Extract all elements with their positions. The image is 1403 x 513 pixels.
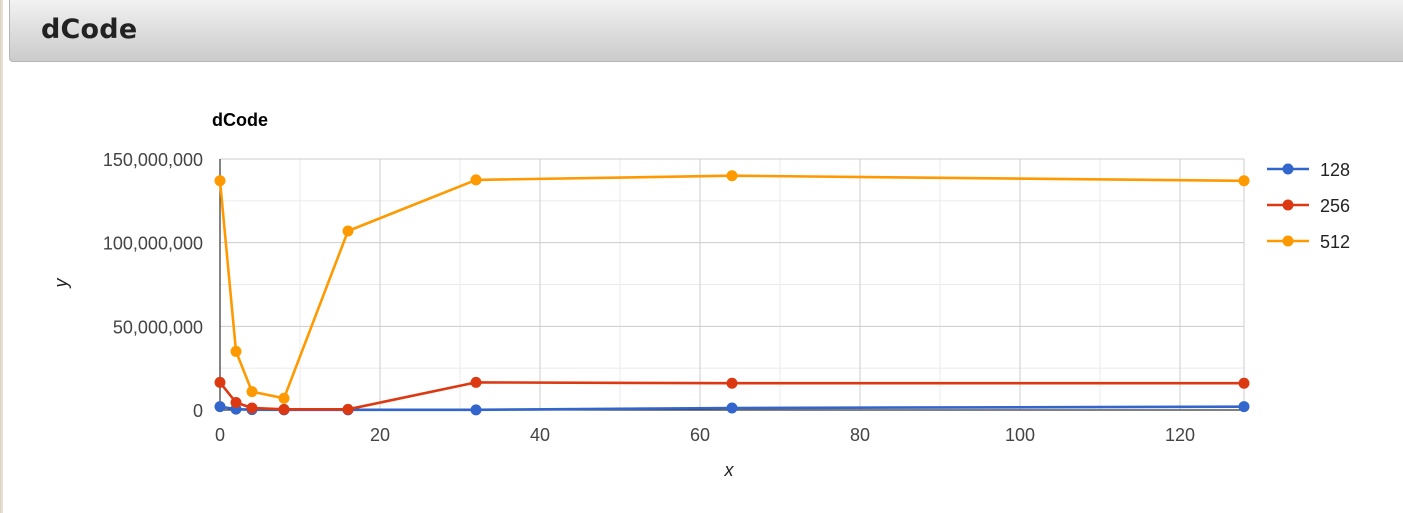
minor-gridlines — [220, 159, 1244, 410]
data-point-128 — [214, 401, 226, 413]
x-tick-label: 20 — [370, 425, 390, 445]
legend-marker-256 — [1282, 199, 1294, 211]
data-point-256 — [278, 403, 290, 415]
y-axis-title: y — [51, 278, 71, 290]
data-point-128 — [470, 404, 482, 416]
window-left-edge — [0, 0, 3, 513]
legend-marker-128 — [1282, 163, 1294, 175]
legend-marker-512 — [1282, 235, 1294, 247]
header-bar: dCode — [9, 0, 1403, 62]
tick-labels: 0 20 40 60 80 100 120 0 50,000,000 100,000,000 150… — [103, 150, 1195, 445]
major-gridlines — [220, 158, 1245, 410]
x-tick-label: 120 — [1165, 425, 1195, 445]
x-tick-label: 80 — [850, 425, 870, 445]
y-tick-label: 50,000,000 — [113, 317, 203, 337]
series-group — [214, 170, 1250, 416]
data-point-512 — [342, 225, 354, 237]
data-point-256 — [726, 377, 738, 389]
data-point-512 — [726, 170, 738, 182]
data-point-128 — [1238, 401, 1250, 413]
legend-label-256: 256 — [1320, 196, 1350, 216]
y-tick-label: 100,000,000 — [103, 234, 203, 254]
legend: 128 256 512 — [1267, 160, 1350, 252]
data-point-256 — [246, 402, 258, 414]
data-point-256 — [230, 396, 242, 408]
data-point-256 — [1238, 377, 1250, 389]
data-point-512 — [1238, 175, 1250, 187]
chart-title: dCode — [212, 110, 268, 130]
y-tick-label: 150,000,000 — [103, 150, 203, 170]
data-point-256 — [214, 376, 226, 388]
x-tick-label: 60 — [690, 425, 710, 445]
data-point-512 — [246, 386, 258, 398]
y-tick-label: 0 — [193, 401, 203, 421]
legend-label-128: 128 — [1320, 160, 1350, 180]
data-point-512 — [230, 345, 242, 357]
data-point-256 — [470, 376, 482, 388]
data-point-512 — [278, 392, 290, 404]
data-point-512 — [214, 175, 226, 187]
x-axis-title: x — [724, 460, 735, 480]
data-point-256 — [342, 403, 354, 415]
page-title: dCode — [41, 14, 138, 45]
data-point-512 — [470, 174, 482, 186]
x-tick-label: 0 — [215, 425, 225, 445]
data-point-128 — [726, 402, 738, 414]
x-tick-label: 40 — [530, 425, 550, 445]
series-line-512 — [218, 174, 1245, 400]
x-tick-label: 100 — [1005, 425, 1035, 445]
legend-label-512: 512 — [1320, 232, 1350, 252]
